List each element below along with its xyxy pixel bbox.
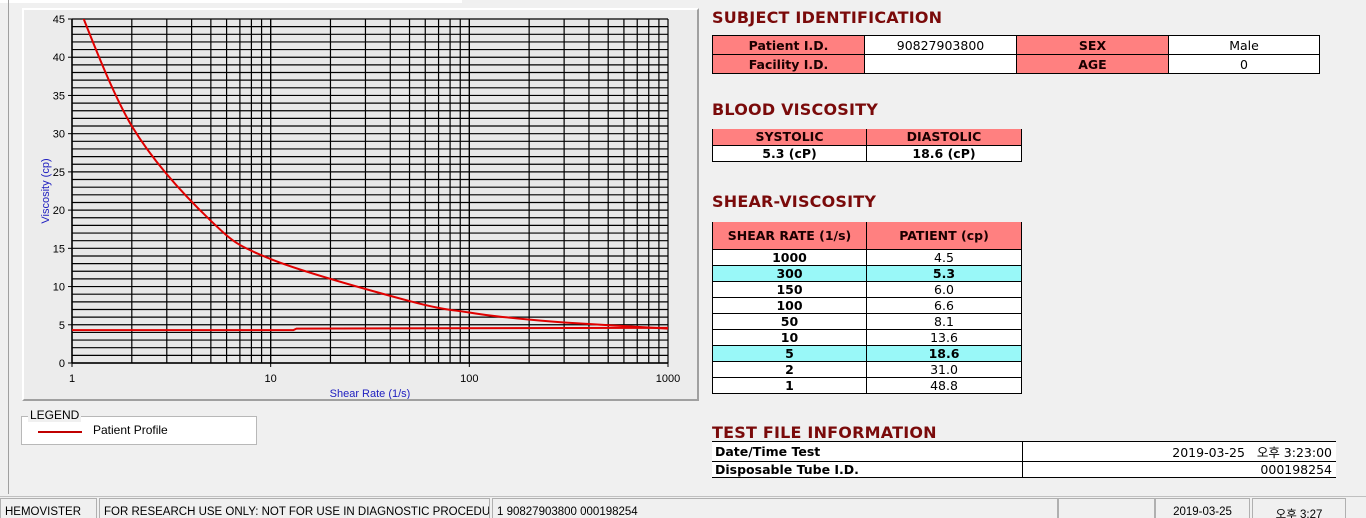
facility-id-value [864,54,1017,74]
y-tick-label: 5 [59,320,65,332]
shear-row: 150 6.0 [712,280,1022,298]
shear-rate-cell: 5 [712,344,867,362]
legend-item-label: Patient Profile [93,423,168,437]
shear-row: 100 6.6 [712,296,1022,314]
x-tick-label: 100 [460,373,478,385]
tube-id-label: Disposable Tube I.D. [712,461,1023,478]
subject-table: Patient I.D. 90827903800 SEX Male Facility … [712,35,1320,74]
sex-label: SEX [1016,35,1169,55]
y-tick-label: 15 [53,243,65,255]
y-tick-label: 35 [53,90,65,102]
patient-value-cell: 4.5 [866,248,1022,266]
legend-box: Patient Profile [21,416,257,445]
patient-value-cell: 6.0 [866,280,1022,298]
shear-row: 2 31.0 [712,360,1022,378]
legend-title: LEGEND [28,408,82,422]
status-time: 오후 3:27 [1252,498,1346,518]
shear-viscosity-table: SHEAR RATE (1/s) PATIENT (cp) 1000 4.5 300 5… [712,222,1022,394]
shear-rate-cell: 1000 [712,248,867,266]
shear-rate-cell: 300 [712,264,867,282]
age-value: 0 [1168,54,1320,74]
x-tick-label: 10 [265,373,277,385]
patient-header: PATIENT (cp) [866,222,1022,250]
status-bar [0,496,1366,518]
diastolic-label: DIASTOLIC [866,129,1022,146]
shear-row: 5 18.6 [712,344,1022,362]
chart-panel: 0 5 10 15 20 25 30 35 40 45 1 10 100 1000 Shear Rate (… [22,8,699,401]
blood-viscosity-table: SYSTOLIC DIASTOLIC 5.3 (cP) 18.6 (cP) [712,129,1022,162]
diastolic-value: 18.6 (cP) [866,144,1022,162]
test-file-table: Date/Time Test 2019-03-25 오후 3:23:00 Disp… [712,441,1336,478]
shear-rate-header: SHEAR RATE (1/s) [712,222,867,250]
patient-value-cell: 18.6 [866,344,1022,362]
shear-rate-cell: 1 [712,376,867,394]
legend-line-icon [38,431,82,433]
patient-value-cell: 8.1 [866,312,1022,330]
viscosity-chart: 0 5 10 15 20 25 30 35 40 45 1 10 100 1000 Shear Rate (… [40,14,680,400]
y-tick-label: 20 [53,205,65,217]
y-tick-label: 0 [59,358,65,370]
tube-id-value: 000198254 [1021,461,1336,478]
patient-value-cell: 5.3 [866,264,1022,282]
systolic-label: SYSTOLIC [712,129,867,146]
date-time-value: 2019-03-25 오후 3:23:00 [1021,441,1336,462]
status-app-name: HEMOVISTER [0,498,97,518]
shear-rate-cell: 150 [712,280,867,298]
shear-row: 1 48.8 [712,376,1022,394]
patient-id-value: 90827903800 [864,35,1017,55]
status-notice: FOR RESEARCH USE ONLY: NOT FOR USE IN DI… [99,498,490,518]
shear-viscosity-title: SHEAR-VISCOSITY [712,192,877,211]
x-axis-label: Shear Rate (1/s) [330,388,411,399]
shear-rate-cell: 100 [712,296,867,314]
blood-viscosity-title: BLOOD VISCOSITY [712,100,879,119]
x-tick-label: 1000 [656,373,680,385]
shear-rate-cell: 10 [712,328,867,346]
shear-row: 1000 4.5 [712,248,1022,266]
status-record: 1 90827903800 000198254 [492,498,1058,518]
patient-value-cell: 6.6 [866,296,1022,314]
top-tab-strip [0,0,462,3]
shear-row: 300 5.3 [712,264,1022,282]
status-date: 2019-03-25 [1155,498,1250,518]
x-tick-label: 1 [69,373,75,385]
patient-value-cell: 31.0 [866,360,1022,378]
series-line [72,326,668,332]
patient-id-label: Patient I.D. [712,35,865,55]
y-tick-label: 25 [53,167,65,179]
y-axis-label: Viscosity (cp) [40,158,52,223]
shear-row: 50 8.1 [712,312,1022,330]
y-tick-label: 40 [53,52,65,64]
sex-value: Male [1168,35,1320,55]
systolic-value: 5.3 (cP) [712,144,867,162]
shear-row: 10 13.6 [712,328,1022,346]
divider [8,0,9,494]
subject-title: SUBJECT IDENTIFICATION [712,8,943,27]
patient-value-cell: 48.8 [866,376,1022,394]
y-tick-label: 10 [53,282,65,294]
y-tick-label: 30 [53,129,65,141]
date-time-label: Date/Time Test [712,441,1023,462]
patient-value-cell: 13.6 [866,328,1022,346]
status-empty [1058,498,1155,518]
facility-id-label: Facility I.D. [712,54,865,74]
series-line [82,19,668,330]
test-file-title: TEST FILE INFORMATION [712,423,937,442]
shear-rate-cell: 50 [712,312,867,330]
shear-rate-cell: 2 [712,360,867,378]
plot-area [72,19,668,363]
y-tick-label: 45 [53,14,65,26]
age-label: AGE [1016,54,1169,74]
